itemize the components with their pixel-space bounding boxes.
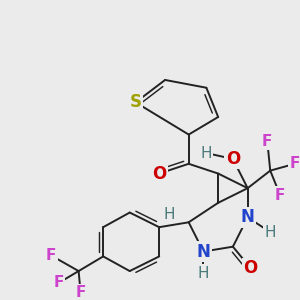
Text: H: H — [198, 266, 209, 280]
Text: H: H — [163, 207, 175, 222]
Text: N: N — [196, 242, 210, 260]
Text: O: O — [244, 259, 258, 277]
Text: O: O — [226, 150, 240, 168]
Text: S: S — [130, 93, 142, 111]
Text: F: F — [54, 275, 64, 290]
Text: F: F — [275, 188, 285, 202]
Text: H: H — [201, 146, 212, 160]
Text: F: F — [75, 285, 86, 300]
Text: H: H — [265, 224, 276, 239]
Text: O: O — [152, 164, 166, 182]
Text: F: F — [290, 156, 300, 171]
Text: F: F — [46, 248, 56, 263]
Text: F: F — [262, 134, 272, 149]
Text: N: N — [241, 208, 255, 226]
